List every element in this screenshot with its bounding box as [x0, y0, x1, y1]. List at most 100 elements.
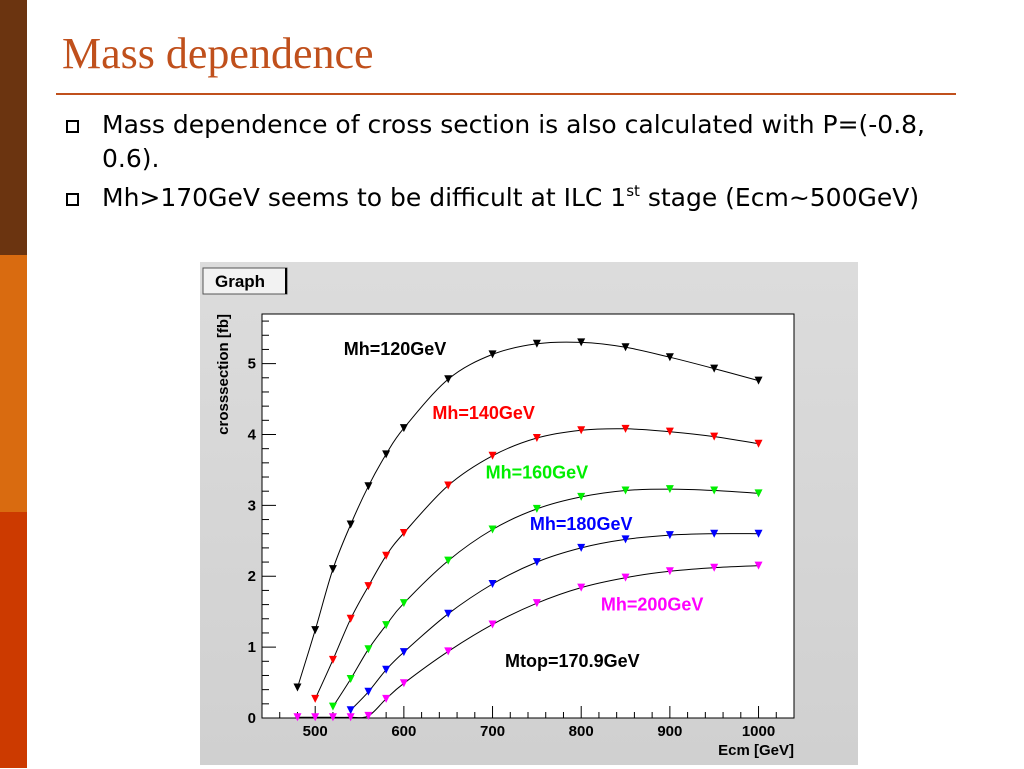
data-point	[488, 620, 497, 629]
y-tick-label: 5	[248, 356, 256, 373]
x-tick-label: 900	[657, 723, 682, 740]
series-label: Mh=200GeV	[601, 594, 704, 614]
data-point	[346, 614, 355, 623]
hollow-square-bullet-icon	[66, 120, 79, 133]
data-point	[754, 439, 763, 448]
data-point	[399, 529, 408, 538]
data-point	[532, 558, 541, 567]
data-point	[710, 486, 719, 495]
slide-title: Mass dependence	[62, 29, 374, 78]
data-point	[364, 645, 373, 654]
data-point	[577, 426, 586, 435]
data-point	[577, 338, 586, 347]
data-point	[311, 694, 320, 703]
data-point	[621, 343, 630, 352]
data-point	[364, 582, 373, 591]
data-point	[444, 556, 453, 565]
data-point	[488, 451, 497, 460]
data-point	[577, 543, 586, 552]
data-point	[444, 481, 453, 490]
data-point	[364, 711, 373, 720]
y-tick-label: 0	[248, 710, 256, 727]
data-point	[710, 432, 719, 441]
data-point	[311, 713, 320, 722]
data-point	[399, 648, 408, 657]
data-point	[346, 520, 355, 529]
x-tick-label: 1000	[742, 723, 775, 740]
x-tick-label: 800	[569, 723, 594, 740]
bullet-text-sup: st	[626, 182, 640, 200]
data-point	[532, 504, 541, 513]
data-point	[399, 599, 408, 608]
data-point	[364, 687, 373, 696]
data-point	[665, 427, 674, 436]
data-point	[621, 486, 630, 495]
data-point	[754, 561, 763, 570]
data-point	[364, 482, 373, 491]
series-label: Mh=160GeV	[486, 462, 589, 482]
data-point	[382, 551, 391, 560]
series-line	[350, 533, 759, 711]
data-point	[532, 339, 541, 348]
y-axis-label: crosssection [fb]	[215, 314, 232, 435]
bullet-text-pre: Mh>170GeV seems to be difficult at ILC 1	[102, 183, 627, 212]
data-point	[346, 675, 355, 684]
sidebar-band-brown	[0, 0, 27, 255]
data-point	[754, 529, 763, 538]
sidebar-band-orange	[0, 255, 27, 512]
data-point	[532, 434, 541, 443]
x-axis-label: Ecm [GeV]	[718, 742, 794, 759]
x-tick-label: 700	[480, 723, 505, 740]
hollow-square-bullet-icon	[66, 193, 79, 206]
data-point	[710, 563, 719, 572]
bullet-text-post: stage (Ecm~500GeV)	[639, 183, 920, 212]
sidebar-decoration	[0, 0, 27, 768]
data-point	[328, 702, 337, 711]
data-point	[488, 350, 497, 359]
chart-annotation: Mtop=170.9GeV	[505, 651, 640, 671]
data-point	[328, 565, 337, 574]
data-point	[621, 424, 630, 433]
data-point	[488, 580, 497, 589]
data-point	[399, 424, 408, 433]
graph-frame-label: Graph	[215, 272, 265, 291]
data-point	[346, 706, 355, 715]
data-point	[665, 531, 674, 540]
data-point	[488, 525, 497, 534]
x-tick-label: 500	[303, 723, 328, 740]
y-tick-label: 3	[248, 497, 256, 514]
data-point	[444, 609, 453, 618]
bullet-text: Mh>170GeV seems to be difficult at ILC 1…	[102, 183, 919, 212]
y-tick-label: 4	[248, 426, 257, 443]
data-point	[710, 364, 719, 373]
title-underline	[56, 93, 956, 95]
data-point	[293, 683, 302, 692]
series-label: Mh=120GeV	[344, 339, 447, 359]
data-point	[754, 376, 763, 385]
bullet-list: Mass dependence of cross section is also…	[62, 108, 962, 220]
series-label: Mh=180GeV	[530, 514, 633, 534]
data-point	[754, 489, 763, 498]
data-point	[382, 450, 391, 459]
data-point	[710, 529, 719, 538]
data-point	[532, 599, 541, 608]
sidebar-band-red	[0, 512, 27, 768]
graph-frame-label-box	[202, 267, 288, 295]
chart-figure: Graph 500 600 700 800 900 1000 0 1 2 3 4 5 Ecm [GeV]…	[200, 262, 858, 765]
data-point	[621, 535, 630, 544]
data-point	[311, 626, 320, 635]
data-point	[399, 679, 408, 688]
data-point	[621, 573, 630, 582]
data-point	[665, 485, 674, 494]
data-point	[444, 647, 453, 656]
chart-labels: Mh=120GeV Mh=140GeV Mh=160GeV Mh=180GeV Mh=2…	[344, 339, 704, 671]
y-tick-label: 1	[248, 639, 256, 656]
y-tick-label: 2	[248, 568, 256, 585]
data-point	[444, 375, 453, 384]
data-point	[577, 583, 586, 592]
data-point	[293, 713, 302, 722]
data-point	[328, 713, 337, 722]
chart-svg: Graph 500 600 700 800 900 1000 0 1 2 3 4 5 Ecm [GeV]…	[200, 262, 858, 765]
bullet-item: Mass dependence of cross section is also…	[62, 108, 962, 176]
chart-axes: 500 600 700 800 900 1000 0 1 2 3 4 5 Ecm [GeV] crosss…	[215, 314, 795, 759]
